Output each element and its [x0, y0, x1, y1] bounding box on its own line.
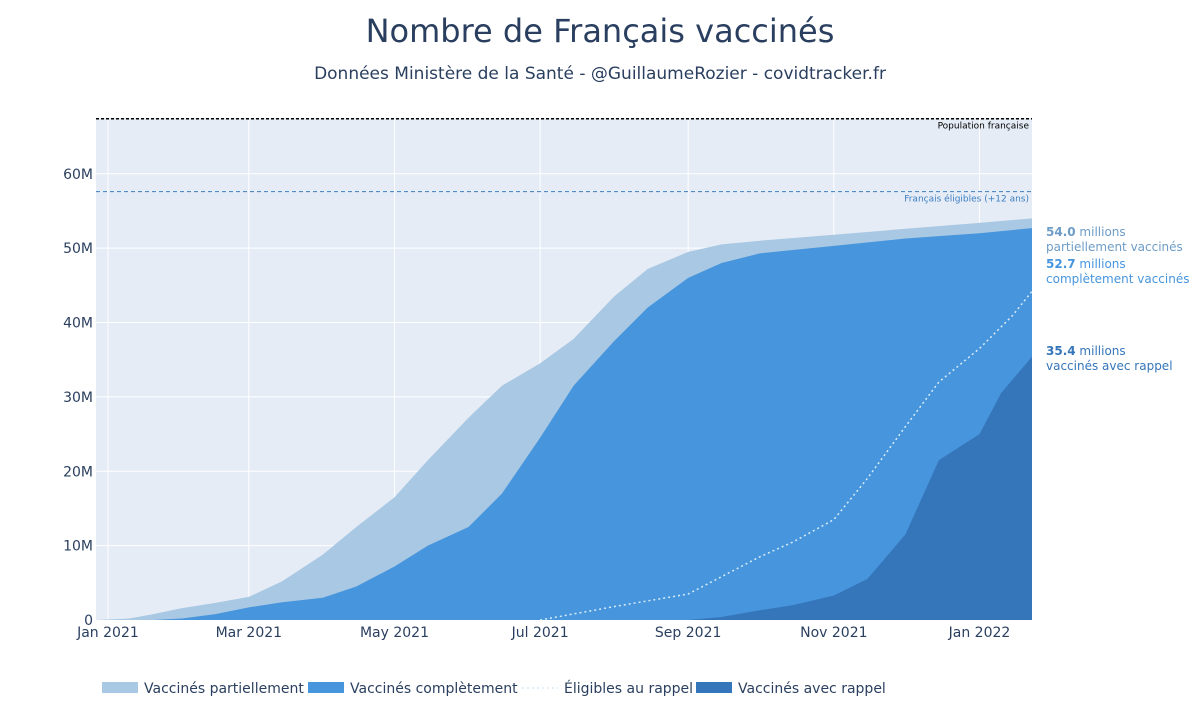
x-tick-label: Mar 2021 [216, 625, 283, 641]
legend-swatch-vaccines-avec-rappel[interactable] [696, 682, 732, 693]
x-tick-label: Nov 2021 [800, 625, 867, 641]
y-tick-label: 10M [63, 539, 93, 555]
chart-title: Nombre de Français vaccinés [365, 12, 835, 50]
annotation-text: vaccinés avec rappel [1046, 359, 1173, 373]
y-tick-label: 40M [63, 316, 93, 332]
y-tick-label: 50M [63, 241, 93, 257]
x-tick-label: Jul 2021 [511, 625, 569, 641]
y-tick-label: 60M [63, 167, 93, 183]
legend-label-vaccines-avec-rappel[interactable]: Vaccinés avec rappel [738, 681, 886, 697]
annotation-value: 54.0 millions [1046, 225, 1126, 239]
legend-label-vaccines-completement[interactable]: Vaccinés complètement [350, 681, 518, 697]
chart-subtitle: Données Ministère de la Santé - @Guillau… [314, 64, 886, 84]
x-tick-label: May 2021 [360, 625, 429, 641]
x-tick-label: Jan 2022 [948, 625, 1011, 641]
reference-label-francais-eligibles-12-ans-: Français éligibles (+12 ans) [904, 194, 1029, 205]
series-line-eligibles-au-rappel [539, 290, 1033, 621]
reference-label-population-francaise: Population française [938, 122, 1030, 132]
annotation-value: 35.4 millions [1046, 344, 1126, 358]
legend-label-vaccines-partiellement[interactable]: Vaccinés partiellement [144, 681, 304, 697]
legend-swatch-vaccines-completement[interactable] [308, 682, 344, 693]
y-tick-label: 20M [63, 464, 93, 480]
legend-label-eligibles-au-rappel[interactable]: Éligibles au rappel [564, 680, 693, 697]
legend-swatch-vaccines-partiellement[interactable] [102, 682, 138, 693]
series-area-vaccines-avec-rappel [96, 356, 1032, 620]
y-tick-label: 0 [84, 613, 93, 629]
series-area-vaccines-completement [96, 228, 1032, 620]
annotation-text: partiellement vaccinés [1046, 240, 1183, 254]
x-tick-label: Jan 2021 [76, 625, 139, 641]
y-tick-label: 30M [63, 390, 93, 406]
x-tick-label: Sep 2021 [655, 625, 721, 641]
annotation-text: complètement vaccinés [1046, 272, 1189, 286]
annotation-value: 52.7 millions [1046, 257, 1126, 271]
